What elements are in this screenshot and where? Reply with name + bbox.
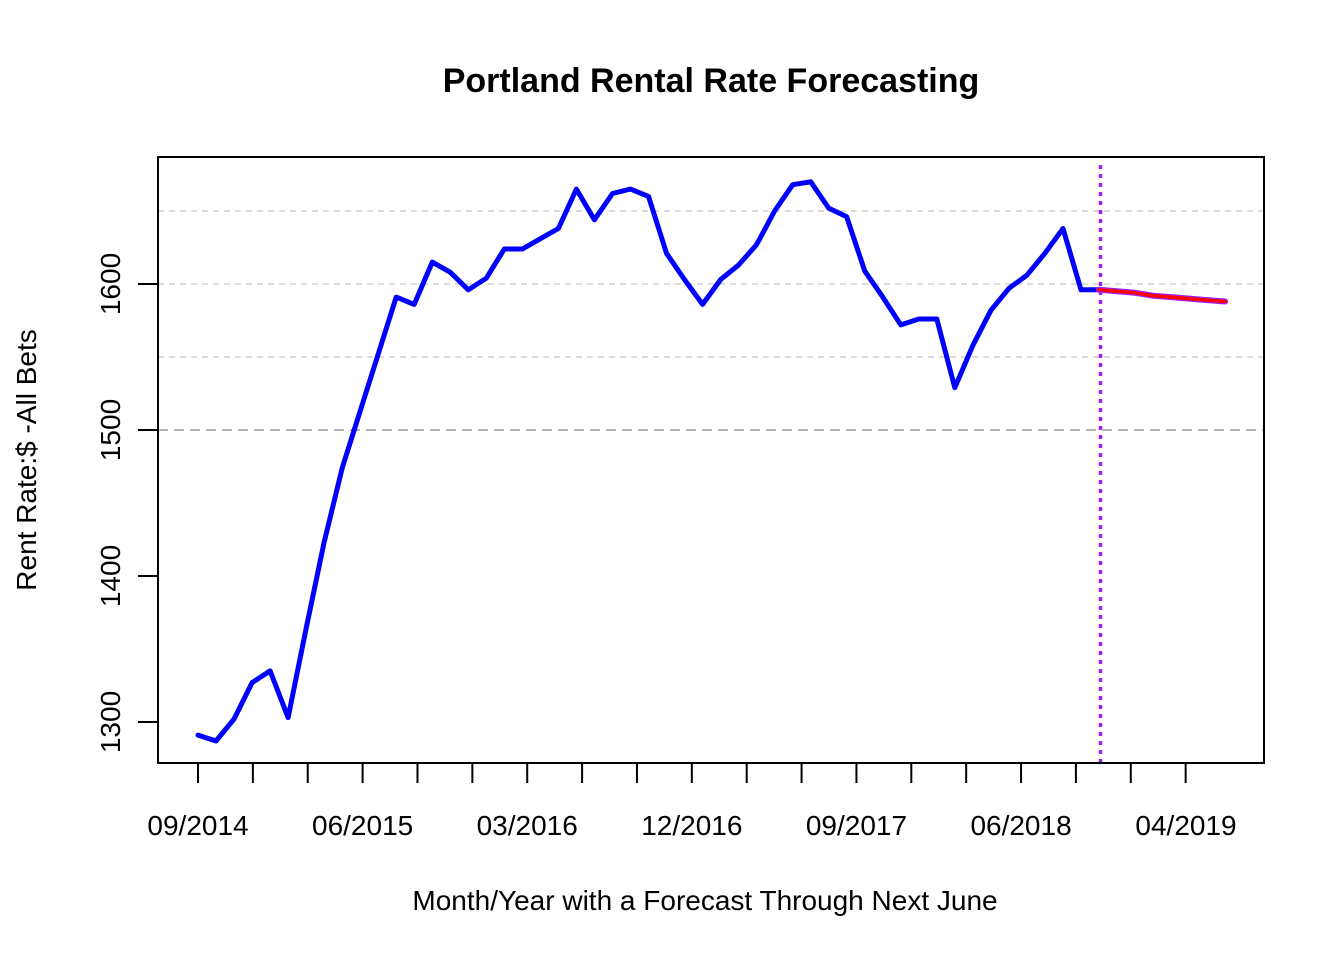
x-tick-label: 04/2019 <box>1135 810 1236 841</box>
chart-title: Portland Rental Rate Forecasting <box>443 62 980 100</box>
x-axis: 09/2014 06/2015 03/2016 12/2016 09/2017 06/20… <box>147 762 1237 841</box>
plot-frame <box>157 156 1265 764</box>
y-axis-label: Rent Rate:$ -All Bets <box>11 329 42 590</box>
x-tick-label: 12/2016 <box>641 810 742 841</box>
forecast-series-line <box>1097 288 1227 304</box>
x-tick-label: 06/2015 <box>312 810 413 841</box>
x-tick-label: 03/2016 <box>477 810 578 841</box>
y-tick-label: 1400 <box>95 545 126 607</box>
y-tick-label: 1500 <box>95 399 126 461</box>
x-tick-label: 06/2018 <box>970 810 1071 841</box>
x-axis-label: Month/Year with a Forecast Through Next … <box>412 885 997 916</box>
x-tick-label: 09/2017 <box>806 810 907 841</box>
y-axis: 1300 1400 1500 1600 <box>95 253 159 753</box>
y-tick-label: 1600 <box>95 253 126 315</box>
x-tick-label: 09/2014 <box>147 810 248 841</box>
y-tick-label: 1300 <box>95 691 126 753</box>
series-group <box>195 179 1229 744</box>
gridlines <box>158 210 1264 431</box>
observed-series-line <box>195 179 1102 744</box>
